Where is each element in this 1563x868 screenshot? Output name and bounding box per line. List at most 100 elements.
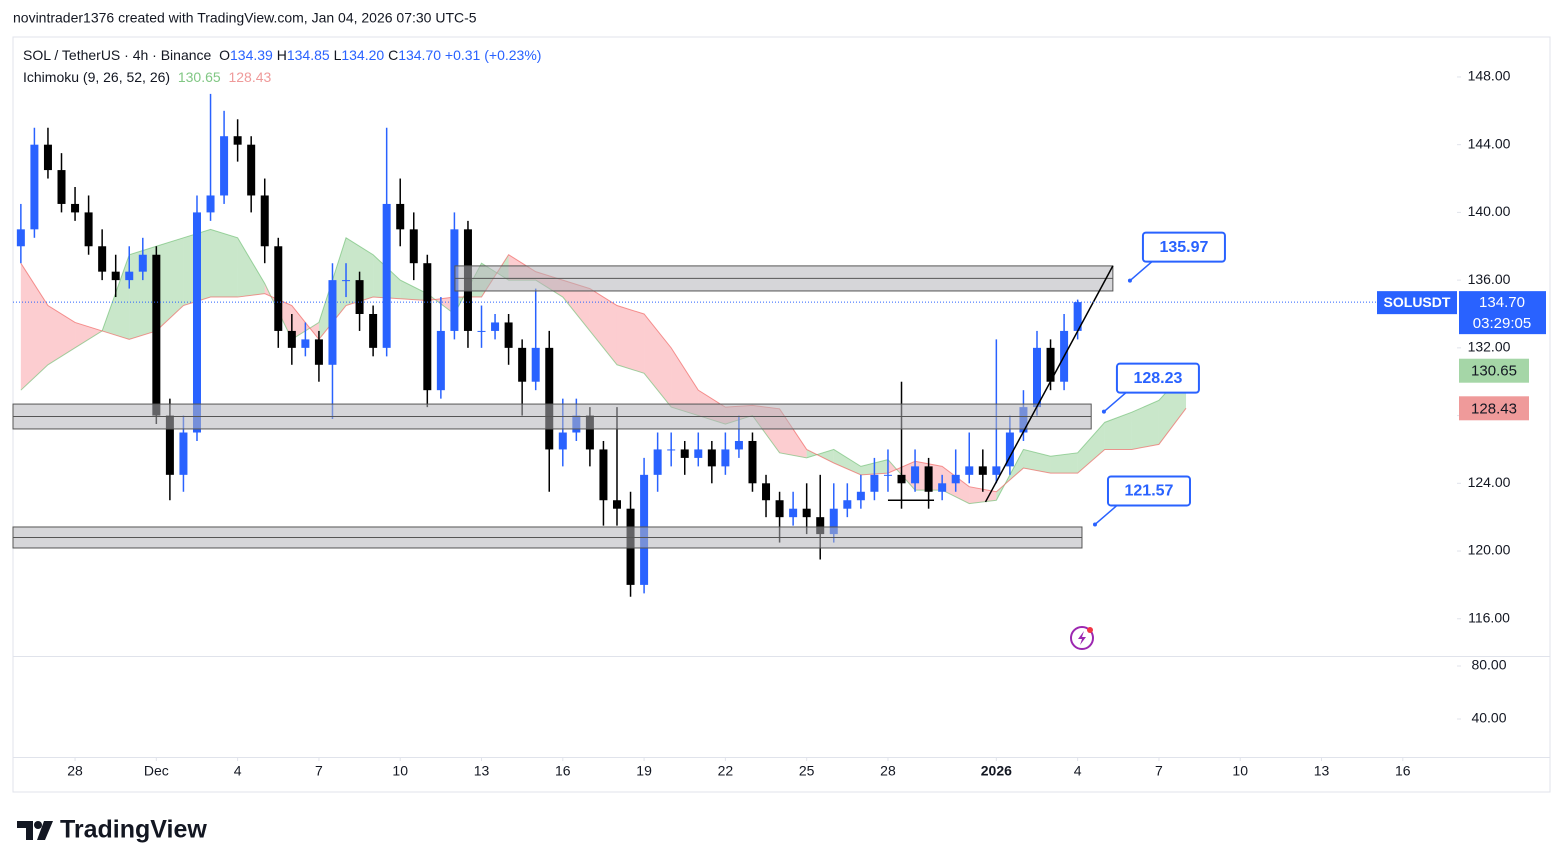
candle-body: [748, 440, 757, 484]
ohlc-value: 134.20: [341, 47, 385, 63]
cloud-segment: [237, 237, 265, 298]
cloud-segment: [562, 280, 590, 331]
candle-body: [829, 508, 838, 535]
ohlc-label: H: [276, 47, 287, 63]
candle-body: [369, 313, 378, 348]
candle-body: [518, 347, 527, 382]
y-tick-label: 80.00: [1471, 657, 1506, 673]
callout-box: [1115, 362, 1200, 394]
candle-body: [477, 330, 486, 332]
candle-body: [951, 474, 960, 484]
cloud-segment: [1104, 412, 1132, 450]
candle-body: [206, 195, 215, 213]
x-tick-label: 16: [555, 763, 571, 779]
candle-body: [938, 483, 947, 492]
candle-body: [247, 144, 256, 196]
candle-body: [314, 339, 323, 365]
candle-body: [775, 500, 784, 518]
cloud-segment: [671, 347, 699, 416]
brand-logo: TradingView: [17, 816, 207, 844]
candle-body: [762, 483, 771, 501]
x-tick-label: 19: [636, 763, 652, 779]
cloud-segment: [210, 229, 238, 298]
y-tick-label: 136.00: [1468, 271, 1511, 287]
candle-body: [450, 229, 459, 331]
candle-body: [504, 322, 513, 348]
ichimoku-line: [20, 228, 1187, 505]
callout-point: [1127, 278, 1132, 283]
candle-body: [856, 491, 865, 501]
countdown: 03:29:05: [1473, 315, 1531, 332]
ohlc-label: C: [388, 47, 399, 63]
callout-box: [1141, 231, 1226, 263]
callout-point: [1101, 409, 1106, 414]
candle-body: [599, 449, 608, 501]
candle-body: [883, 474, 892, 476]
candle-body: [355, 280, 364, 314]
symbol-label: SOLUSDT: [1384, 294, 1451, 310]
change: +0.31 (+0.23%): [444, 47, 542, 63]
candle-body: [843, 500, 852, 509]
indicator-label-box: [1459, 358, 1529, 383]
candle-body: [978, 466, 987, 475]
x-tick-label: 7: [1155, 763, 1163, 779]
candle-body: [897, 474, 906, 484]
candle-body: [816, 517, 825, 535]
cloud-segment: [1023, 449, 1051, 474]
candle-body: [1073, 302, 1082, 331]
x-tick-label: 28: [880, 763, 896, 779]
candle-body: [870, 474, 879, 492]
candle-body: [612, 500, 621, 509]
candle-body: [301, 339, 310, 348]
cloud-segment: [833, 449, 861, 475]
candle-body: [125, 271, 134, 281]
overlay: 135.97 128.23 121.57: [12, 231, 1457, 549]
candle-body: [233, 136, 242, 145]
candle-body: [491, 322, 500, 331]
candle-body: [84, 212, 93, 247]
cloud-segment: [156, 237, 184, 331]
x-tick-label: 22: [718, 763, 734, 779]
candle-body: [274, 246, 283, 331]
candle-body: [192, 212, 201, 433]
header-text: novintrader1376 created with TradingView…: [13, 10, 477, 26]
x-tick-label: 16: [1395, 763, 1411, 779]
cloud-segment: [616, 305, 645, 374]
candle-body: [328, 280, 337, 365]
brand-name: TradingView: [60, 816, 207, 844]
candle-body: [30, 144, 39, 230]
x-tick-label: 10: [392, 763, 408, 779]
indicator-label: 128.43: [1471, 400, 1517, 417]
candle-body: [694, 449, 703, 458]
candle-body: [98, 246, 107, 272]
candle-body: [57, 170, 66, 204]
callout-pointer: [1103, 392, 1127, 413]
candle-body: [152, 254, 161, 416]
cloud-segment: [129, 246, 157, 340]
cloud-segment: [291, 305, 319, 340]
ohlc-label: L: [333, 47, 342, 63]
candle-body: [531, 347, 540, 382]
cloud-segment: [1131, 400, 1159, 450]
x-tick-label: 4: [234, 763, 242, 779]
candle-body: [436, 330, 445, 391]
callout-label: 121.57: [1125, 483, 1174, 500]
candle-body: [260, 195, 269, 247]
candle-body: [111, 271, 120, 281]
candle-body: [965, 466, 974, 475]
candle-body: [585, 415, 594, 450]
candle-body: [992, 466, 1001, 475]
y-tick-label: 116.00: [1468, 609, 1510, 625]
candle-body: [409, 229, 418, 264]
cloud-segment: [47, 305, 76, 365]
callout-label: 128.23: [1133, 370, 1182, 387]
x-tick-label: 13: [474, 763, 490, 779]
callout-point: [1092, 522, 1097, 527]
callout-pointer: [1129, 261, 1153, 282]
x-tick-label: 13: [1314, 763, 1330, 779]
y-tick-label: 120.00: [1468, 542, 1511, 558]
x-tick-label: 7: [315, 763, 323, 779]
alert-icon[interactable]: [1070, 626, 1094, 650]
candle-body: [789, 508, 798, 518]
candle-body: [707, 449, 716, 467]
